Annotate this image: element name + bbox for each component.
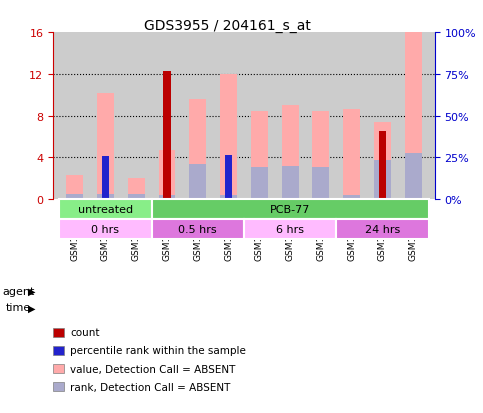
Text: percentile rank within the sample: percentile rank within the sample xyxy=(70,346,246,356)
Bar xyxy=(189,100,206,164)
Bar xyxy=(225,156,232,199)
Bar xyxy=(343,195,360,199)
FancyBboxPatch shape xyxy=(244,220,336,240)
Bar xyxy=(220,195,237,199)
Bar xyxy=(189,164,206,199)
Text: 6 hrs: 6 hrs xyxy=(276,225,304,235)
FancyBboxPatch shape xyxy=(152,220,244,240)
Bar xyxy=(163,155,171,199)
Bar xyxy=(158,195,175,199)
Bar xyxy=(101,157,109,199)
Text: PCB-77: PCB-77 xyxy=(270,204,310,214)
Text: time: time xyxy=(6,303,31,313)
Bar xyxy=(128,195,145,199)
Text: agent: agent xyxy=(2,286,35,296)
Bar xyxy=(97,93,114,195)
Bar xyxy=(251,167,268,199)
Text: GDS3955 / 204161_s_at: GDS3955 / 204161_s_at xyxy=(143,19,311,33)
Bar xyxy=(379,132,386,199)
Bar xyxy=(66,195,83,199)
Text: count: count xyxy=(70,328,99,337)
Bar xyxy=(374,123,391,161)
Bar xyxy=(163,71,171,199)
Text: 0 hrs: 0 hrs xyxy=(91,225,119,235)
Text: ▶: ▶ xyxy=(28,303,36,313)
FancyBboxPatch shape xyxy=(336,220,428,240)
Bar xyxy=(282,166,298,199)
Bar xyxy=(374,161,391,199)
Text: 0.5 hrs: 0.5 hrs xyxy=(178,225,217,235)
Text: ▶: ▶ xyxy=(28,286,36,296)
Bar xyxy=(220,75,237,195)
Bar xyxy=(97,195,114,199)
Text: 24 hrs: 24 hrs xyxy=(365,225,400,235)
Bar xyxy=(158,151,175,195)
Bar xyxy=(405,13,422,154)
Bar xyxy=(379,162,386,199)
Bar xyxy=(343,110,360,195)
FancyBboxPatch shape xyxy=(59,220,152,240)
FancyBboxPatch shape xyxy=(59,199,152,220)
Text: value, Detection Call = ABSENT: value, Detection Call = ABSENT xyxy=(70,364,235,374)
Bar xyxy=(128,179,145,195)
Text: untreated: untreated xyxy=(78,204,133,214)
Bar xyxy=(251,112,268,167)
Bar xyxy=(282,106,298,166)
Bar xyxy=(405,154,422,199)
Text: rank, Detection Call = ABSENT: rank, Detection Call = ABSENT xyxy=(70,382,230,392)
FancyBboxPatch shape xyxy=(152,199,428,220)
Bar xyxy=(313,112,329,167)
Bar xyxy=(66,176,83,195)
Bar xyxy=(313,167,329,199)
